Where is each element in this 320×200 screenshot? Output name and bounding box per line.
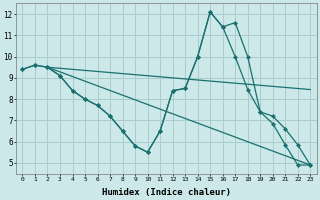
X-axis label: Humidex (Indice chaleur): Humidex (Indice chaleur) (102, 188, 231, 197)
